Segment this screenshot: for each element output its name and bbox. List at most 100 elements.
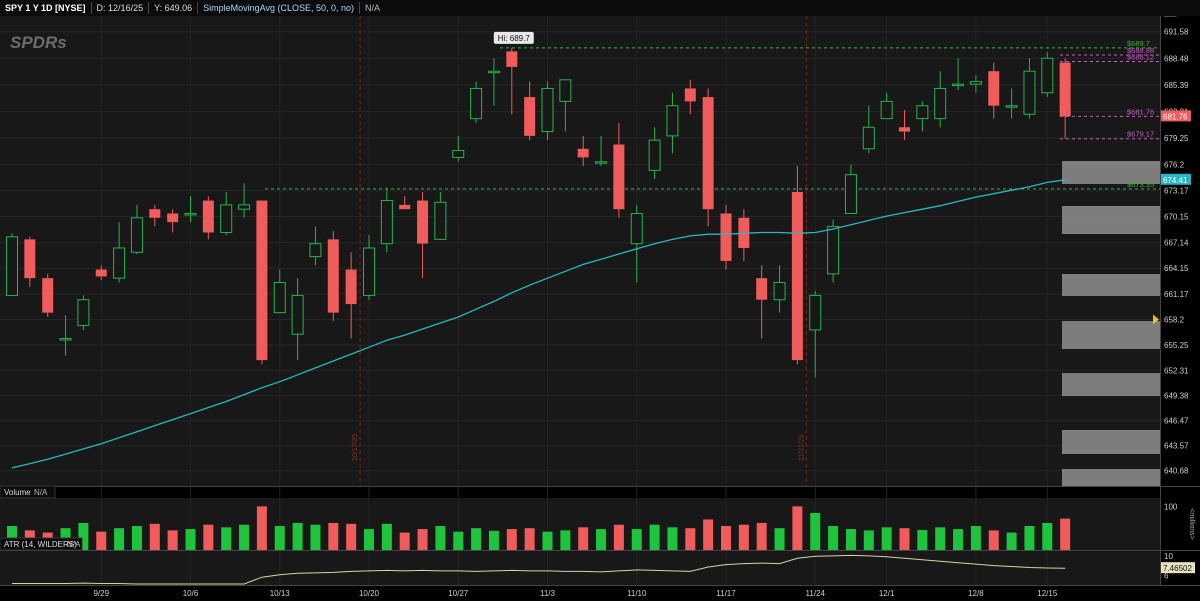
candle[interactable] — [380, 187, 393, 253]
volume-bar — [703, 519, 714, 550]
spdrs-logo: SPDRs — [10, 33, 67, 52]
last-price-marker — [1161, 110, 1191, 122]
candle[interactable] — [149, 204, 161, 227]
candle[interactable] — [202, 196, 214, 240]
candle[interactable] — [238, 183, 251, 218]
candle[interactable] — [684, 79, 696, 115]
candle[interactable] — [167, 209, 179, 233]
candle[interactable] — [666, 92, 679, 154]
candle[interactable] — [613, 122, 625, 218]
candle[interactable] — [809, 291, 822, 378]
candle[interactable] — [113, 222, 126, 283]
candle[interactable] — [827, 219, 840, 283]
candle[interactable] — [1005, 88, 1018, 119]
y-tick-label: 673.17 — [1164, 186, 1189, 195]
candle[interactable] — [434, 191, 447, 240]
candle[interactable] — [934, 71, 947, 128]
candle[interactable] — [399, 196, 411, 210]
candle[interactable] — [184, 196, 197, 223]
price-volume-bar — [1062, 469, 1160, 486]
candle[interactable] — [756, 265, 768, 339]
volume-bar — [953, 529, 964, 550]
candle[interactable] — [291, 278, 304, 361]
y-tick-label: 691.58 — [1164, 28, 1189, 37]
price-pane[interactable] — [0, 16, 1160, 486]
symbol-label[interactable]: SPY 1 Y 1D [NYSE] — [0, 2, 92, 14]
candle[interactable] — [720, 204, 732, 270]
volume-bar — [185, 529, 196, 550]
volume-bar — [863, 530, 874, 550]
candle[interactable] — [952, 58, 965, 91]
volume-bar — [114, 528, 125, 550]
study-label[interactable]: SimpleMovingAvg (CLOSE, 50, 0, no) — [198, 2, 361, 14]
candle[interactable] — [256, 200, 268, 365]
candle[interactable] — [577, 135, 589, 167]
volume-bar — [828, 526, 839, 550]
candle[interactable] — [309, 226, 322, 266]
candle[interactable] — [42, 273, 54, 317]
candle[interactable] — [363, 235, 375, 300]
x-tick-label: 10/13 — [270, 589, 291, 598]
volume-bar — [310, 524, 321, 550]
svg-text:N/A: N/A — [34, 488, 48, 497]
volume-bar — [328, 522, 339, 550]
candle[interactable] — [969, 75, 982, 93]
volume-bar — [167, 530, 178, 550]
candle[interactable] — [862, 105, 875, 154]
period-label: 11/21/25 — [798, 434, 805, 461]
candle[interactable] — [916, 101, 929, 132]
atr-tick-label: 10 — [1164, 552, 1173, 561]
atr-line — [12, 554, 1066, 585]
volume-bar — [399, 532, 410, 550]
candle[interactable] — [791, 166, 803, 365]
candle[interactable] — [345, 252, 357, 339]
candle[interactable] — [524, 81, 536, 141]
candle[interactable] — [452, 135, 465, 162]
volume-bar — [560, 530, 571, 550]
volume-bar — [239, 524, 250, 550]
candle[interactable] — [1023, 58, 1036, 119]
candle[interactable] — [220, 191, 233, 236]
price-volume-bar — [1062, 274, 1160, 296]
price-volume-bar — [1062, 321, 1160, 349]
candle[interactable] — [1041, 52, 1054, 98]
candle[interactable] — [24, 236, 36, 287]
volume-bar — [488, 530, 499, 550]
candle[interactable] — [1059, 58, 1071, 139]
y-tick-label: 646.47 — [1164, 417, 1189, 426]
candle[interactable] — [899, 110, 910, 141]
volume-bar — [988, 530, 999, 550]
candle[interactable] — [327, 230, 339, 322]
candle[interactable] — [648, 127, 661, 179]
candle[interactable] — [95, 265, 107, 280]
candle[interactable] — [595, 135, 608, 167]
candle[interactable] — [273, 269, 286, 314]
candle[interactable] — [77, 295, 90, 330]
x-tick-label: 10/20 — [359, 589, 380, 598]
cursor-date: D: 12/16/25 — [92, 2, 150, 14]
candle[interactable] — [487, 58, 500, 106]
candle[interactable] — [506, 47, 518, 115]
candle[interactable] — [773, 265, 786, 313]
volume-bar — [381, 523, 392, 550]
candle[interactable] — [630, 204, 643, 283]
candle[interactable] — [6, 233, 18, 296]
candle[interactable] — [417, 191, 429, 279]
candle[interactable] — [559, 79, 572, 132]
candle[interactable] — [59, 315, 72, 356]
candle[interactable] — [702, 88, 714, 227]
candle[interactable] — [988, 62, 1000, 119]
candle[interactable] — [844, 164, 857, 214]
cursor-marker — [1153, 314, 1159, 325]
volume-bar — [578, 527, 589, 550]
candle[interactable] — [130, 204, 143, 255]
volume-bar — [970, 526, 981, 550]
high-bubble: Hi: 689.7 — [493, 31, 534, 44]
atr-pane[interactable] — [0, 551, 1160, 585]
y-tick-label: 670.15 — [1164, 213, 1189, 222]
candle[interactable] — [470, 81, 483, 123]
candle[interactable] — [541, 81, 554, 141]
candle[interactable] — [880, 92, 893, 120]
volume-bar — [364, 529, 374, 550]
